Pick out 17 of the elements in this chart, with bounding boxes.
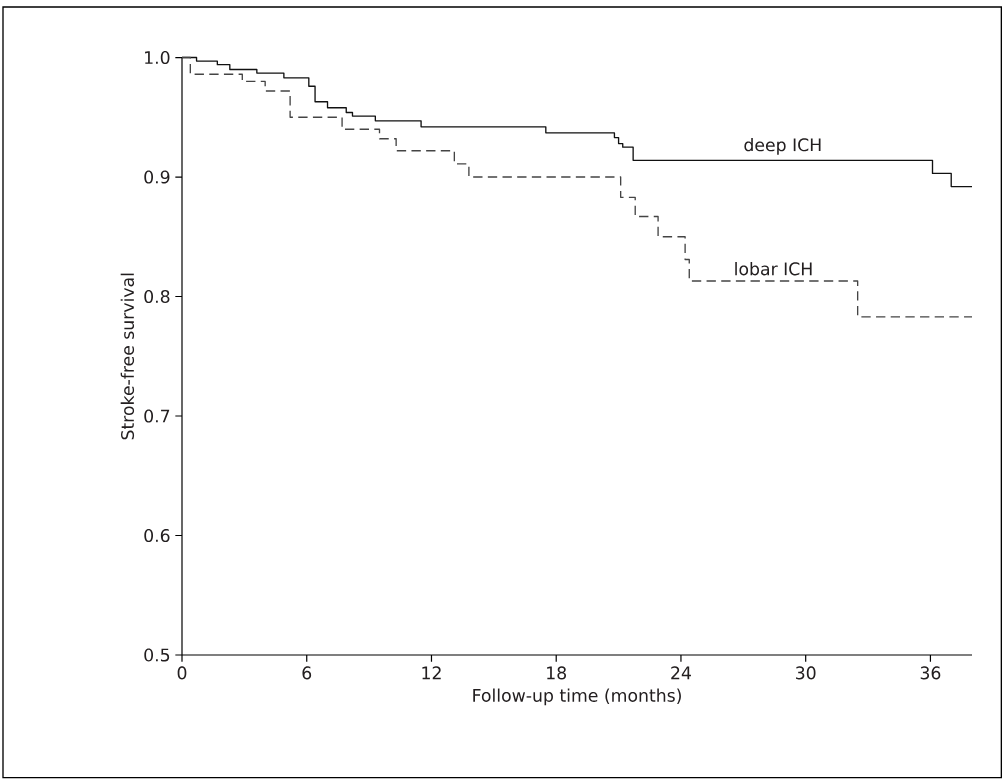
x-tick-label: 18 (547, 666, 567, 680)
x-tick-label: 36 (920, 666, 941, 680)
x-tick-label: 12 (422, 666, 441, 680)
y-axis-title: Stroke-free survival (120, 273, 135, 440)
x-tick-label: 30 (796, 666, 816, 680)
x-tick-label: 6 (302, 666, 312, 680)
y-tick-label: 0.9 (144, 170, 170, 184)
y-tick-label: 0.5 (144, 648, 170, 662)
y-tick-label: 1.0 (145, 51, 170, 65)
x-tick-label: 0 (177, 666, 187, 680)
y-tick-label: 0.8 (144, 289, 170, 304)
series-label: deep ICH (744, 137, 821, 155)
y-tick-label: 0.6 (144, 528, 170, 543)
x-axis-title: Follow-up time (months) (473, 688, 681, 706)
x-tick-label: 24 (671, 666, 691, 680)
series-label: lobar ICH (735, 262, 812, 276)
y-tick-label: 0.7 (144, 409, 170, 423)
